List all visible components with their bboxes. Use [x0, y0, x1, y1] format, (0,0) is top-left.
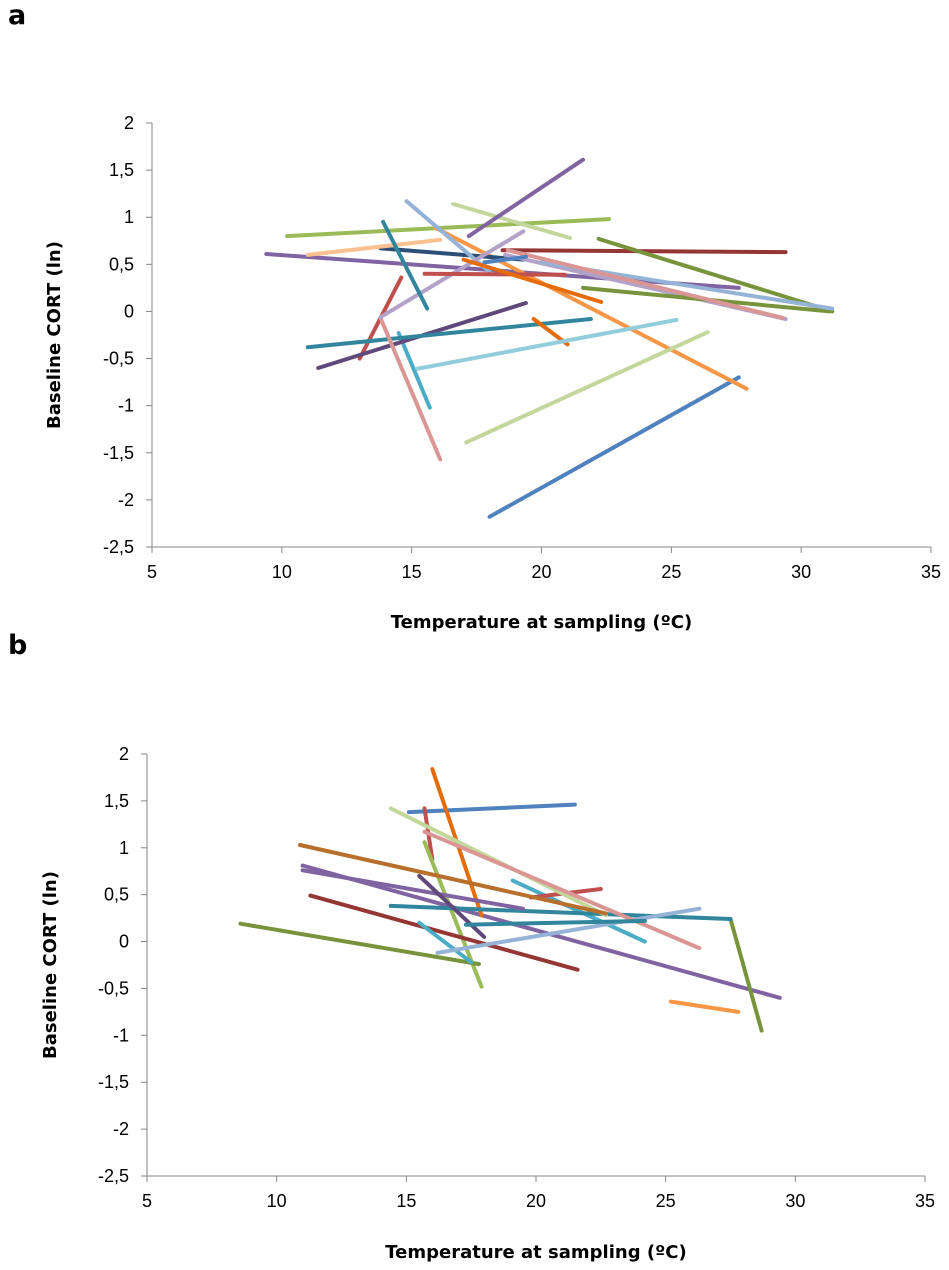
panel-letter-a: a — [8, 0, 27, 31]
series-line-11 — [305, 317, 593, 350]
series-line-19 — [417, 873, 487, 939]
series-line-28 — [482, 254, 528, 265]
series-line-7 — [378, 246, 526, 262]
series-line-17 — [414, 317, 679, 371]
x-tick-label: 15 — [402, 562, 422, 582]
series-line-5 — [396, 331, 432, 410]
x-tick-label: 30 — [785, 1191, 805, 1211]
y-tick-label: 0,5 — [109, 254, 134, 274]
series-line-15 — [464, 330, 710, 445]
x-tick-label: 15 — [396, 1191, 416, 1211]
series-line-27 — [461, 257, 604, 304]
x-tick-label: 10 — [267, 1191, 287, 1211]
series-line-9 — [728, 917, 764, 1033]
series-line-13 — [417, 920, 474, 965]
y-tick-label: -2 — [118, 490, 134, 510]
y-tick-label: 1 — [124, 207, 134, 227]
y-tick-label: -1 — [118, 396, 134, 416]
x-axis-title: Temperature at sampling (ºC) — [391, 612, 692, 633]
y-tick-label: 0 — [119, 932, 129, 952]
series-line-5 — [510, 878, 647, 944]
y-tick-label: -0,5 — [98, 978, 129, 998]
series-line-23 — [422, 271, 567, 277]
x-tick-label: 20 — [531, 562, 551, 582]
y-tick-label: 2 — [124, 113, 134, 133]
series-line-22 — [381, 219, 430, 311]
y-tick-label: -1 — [113, 1025, 129, 1045]
chart-a: 2 1,5 1 0,5 0 -0,5 -1 -1,5 -2 -2,5 5 10 15 20 25 30 35 Te… — [44, 113, 941, 633]
x-tick-label: 20 — [526, 1191, 546, 1211]
series-line-1 — [487, 375, 741, 519]
series-line-7 — [308, 893, 580, 972]
series-line-20 — [451, 202, 573, 240]
series-line-16 — [422, 829, 702, 951]
y-tick-label: -1,5 — [98, 1072, 129, 1092]
series-line-15 — [435, 906, 702, 955]
x-tick-label: 30 — [791, 562, 811, 582]
y-axis-title: Baseline CORT (ln) — [40, 871, 61, 1059]
x-tick-label: 35 — [915, 1191, 935, 1211]
x-tick-label: 5 — [147, 562, 157, 582]
series-line-18 — [300, 868, 525, 911]
series-line-11 — [388, 903, 733, 921]
x-tick-label: 25 — [656, 1191, 676, 1211]
x-tick-label: 5 — [142, 1191, 152, 1211]
y-tick-label: 0 — [124, 301, 134, 321]
y-tick-label: 1,5 — [109, 160, 134, 180]
series-line-8 — [238, 921, 481, 967]
series-line-14 — [378, 316, 443, 462]
series-line-20 — [464, 918, 647, 927]
y-tick-label: 1 — [119, 838, 129, 858]
y-axis-title: Baseline CORT (ln) — [44, 241, 65, 429]
series-line-21 — [466, 157, 585, 239]
x-tick-label: 10 — [272, 562, 292, 582]
series-line-17 — [298, 843, 608, 916]
y-tick-label: 0,5 — [104, 885, 129, 905]
y-tick-label: -2,5 — [103, 537, 134, 557]
y-tick-label: -0,5 — [103, 349, 134, 369]
y-tick-label: 1,5 — [104, 791, 129, 811]
series-line-1 — [406, 802, 577, 815]
series-line-3 — [285, 217, 611, 239]
series-line-6 — [668, 999, 741, 1014]
panel-letter-b: b — [8, 630, 28, 661]
x-tick-label: 25 — [661, 562, 681, 582]
series-line-9 — [596, 236, 835, 314]
series-line-26 — [505, 248, 785, 320]
y-tick-label: -2 — [113, 1119, 129, 1139]
x-tick-label: 35 — [921, 562, 941, 582]
y-tick-label: -2,5 — [98, 1166, 129, 1186]
x-axis-title: Temperature at sampling (ºC) — [385, 1242, 686, 1263]
y-tick-label: 2 — [119, 744, 129, 764]
series-line-4 — [300, 863, 782, 1000]
y-tick-label: -1,5 — [103, 443, 134, 463]
series-line-18 — [305, 237, 443, 257]
